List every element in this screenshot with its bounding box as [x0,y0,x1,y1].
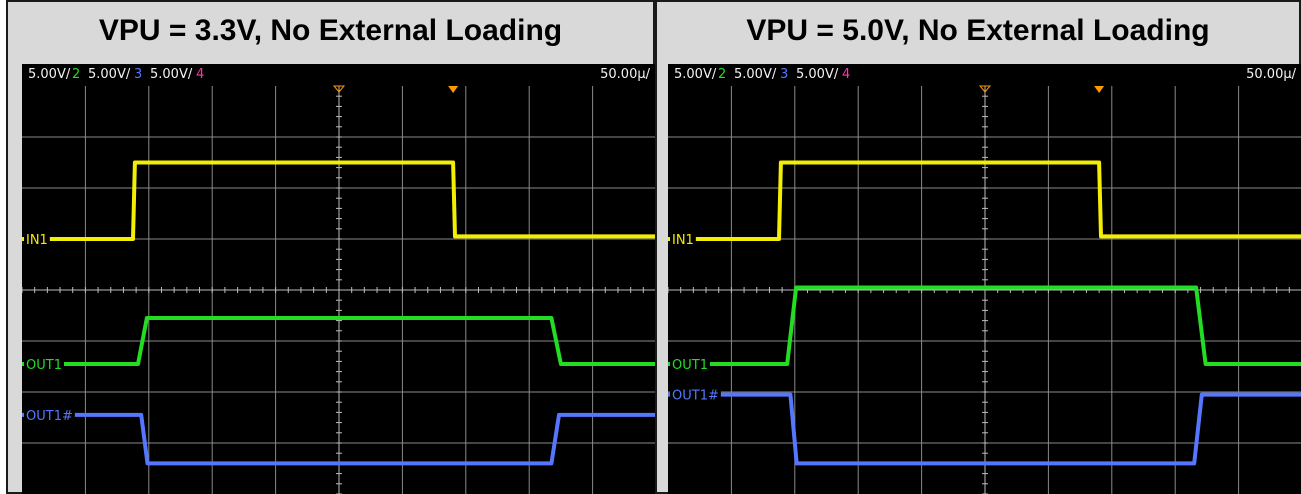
traces [668,160,1301,466]
trace-out1-bar [668,392,1301,466]
ch4-number: 4 [842,67,850,82]
panel-title: VPU = 3.3V, No External Loading [98,14,563,47]
scope-header: 5.00V/ 2 5.00V/ 3 5.00V/ 4 50.00µ/ [674,67,1297,82]
panel-right: VPU = 5.0V, No External Loading 5.00V/ 2… [655,0,1301,494]
trace-labels: IN1 OUT1 OUT1# [24,233,75,424]
scope-plot: 5.00V/ 2 5.00V/ 3 5.00V/ 4 50.00µ/ IN1 O… [22,67,656,494]
ch3-number: 3 [134,67,142,82]
ch1-scale: 5.00V/ [28,67,71,82]
trigger-marker [1094,86,1105,93]
trigger-marker [978,85,992,93]
scope-header: 5.00V/ 2 5.00V/ 3 5.00V/ 4 50.00µ/ [28,67,651,82]
label-backing [670,233,696,248]
panel-left: VPU = 3.3V, No External Loading 5.00V/ 2… [6,0,656,494]
trace-label-in1: IN1 [26,233,48,248]
ch2-number: 2 [718,67,726,82]
scope-grid [668,85,1301,494]
trace-label-out1-bar: OUT1# [672,389,719,404]
ch3-scale: 5.00V/ [796,67,839,82]
trace-out1 [668,285,1301,366]
ch2-number: 2 [72,67,80,82]
trigger-marker [332,85,346,93]
ch1-scale: 5.00V/ [674,67,717,82]
ch3-scale: 5.00V/ [150,67,193,82]
trace-out1-bar [22,412,656,466]
ch2-scale: 5.00V/ [734,67,777,82]
scope-grid [22,85,656,494]
panel-title: VPU = 5.0V, No External Loading [746,14,1210,47]
trace-in1 [668,160,1301,241]
scope-screen-right: 5.00V/ 2 5.00V/ 3 5.00V/ 4 50.00µ/ IN1 O… [668,64,1301,494]
label-backing [24,408,75,424]
timebase: 50.00µ/ [600,67,650,82]
label-backing [24,233,50,248]
traces [22,160,656,466]
trace-out1 [22,316,656,366]
trace-labels: IN1 OUT1 OUT1# [670,233,721,404]
ch3-number: 3 [780,67,788,82]
label-backing [670,358,710,373]
scope-screen-left: 5.00V/ 2 5.00V/ 3 5.00V/ 4 50.00µ/ IN1 O… [22,64,656,494]
trace-label-out1: OUT1 [26,358,62,373]
ch4-number: 4 [196,67,204,82]
trigger-markers [978,85,1105,93]
ch2-scale: 5.00V/ [88,67,131,82]
trigger-marker [448,86,459,93]
trace-label-out1-bar: OUT1# [26,409,73,424]
trace-label-out1: OUT1 [672,358,708,373]
label-backing [24,358,64,373]
timebase: 50.00µ/ [1246,67,1296,82]
label-backing [670,388,721,404]
trigger-markers [332,85,459,93]
scope-plot: 5.00V/ 2 5.00V/ 3 5.00V/ 4 50.00µ/ IN1 O… [668,67,1301,494]
trace-in1 [22,160,656,241]
trace-label-in1: IN1 [672,233,694,248]
